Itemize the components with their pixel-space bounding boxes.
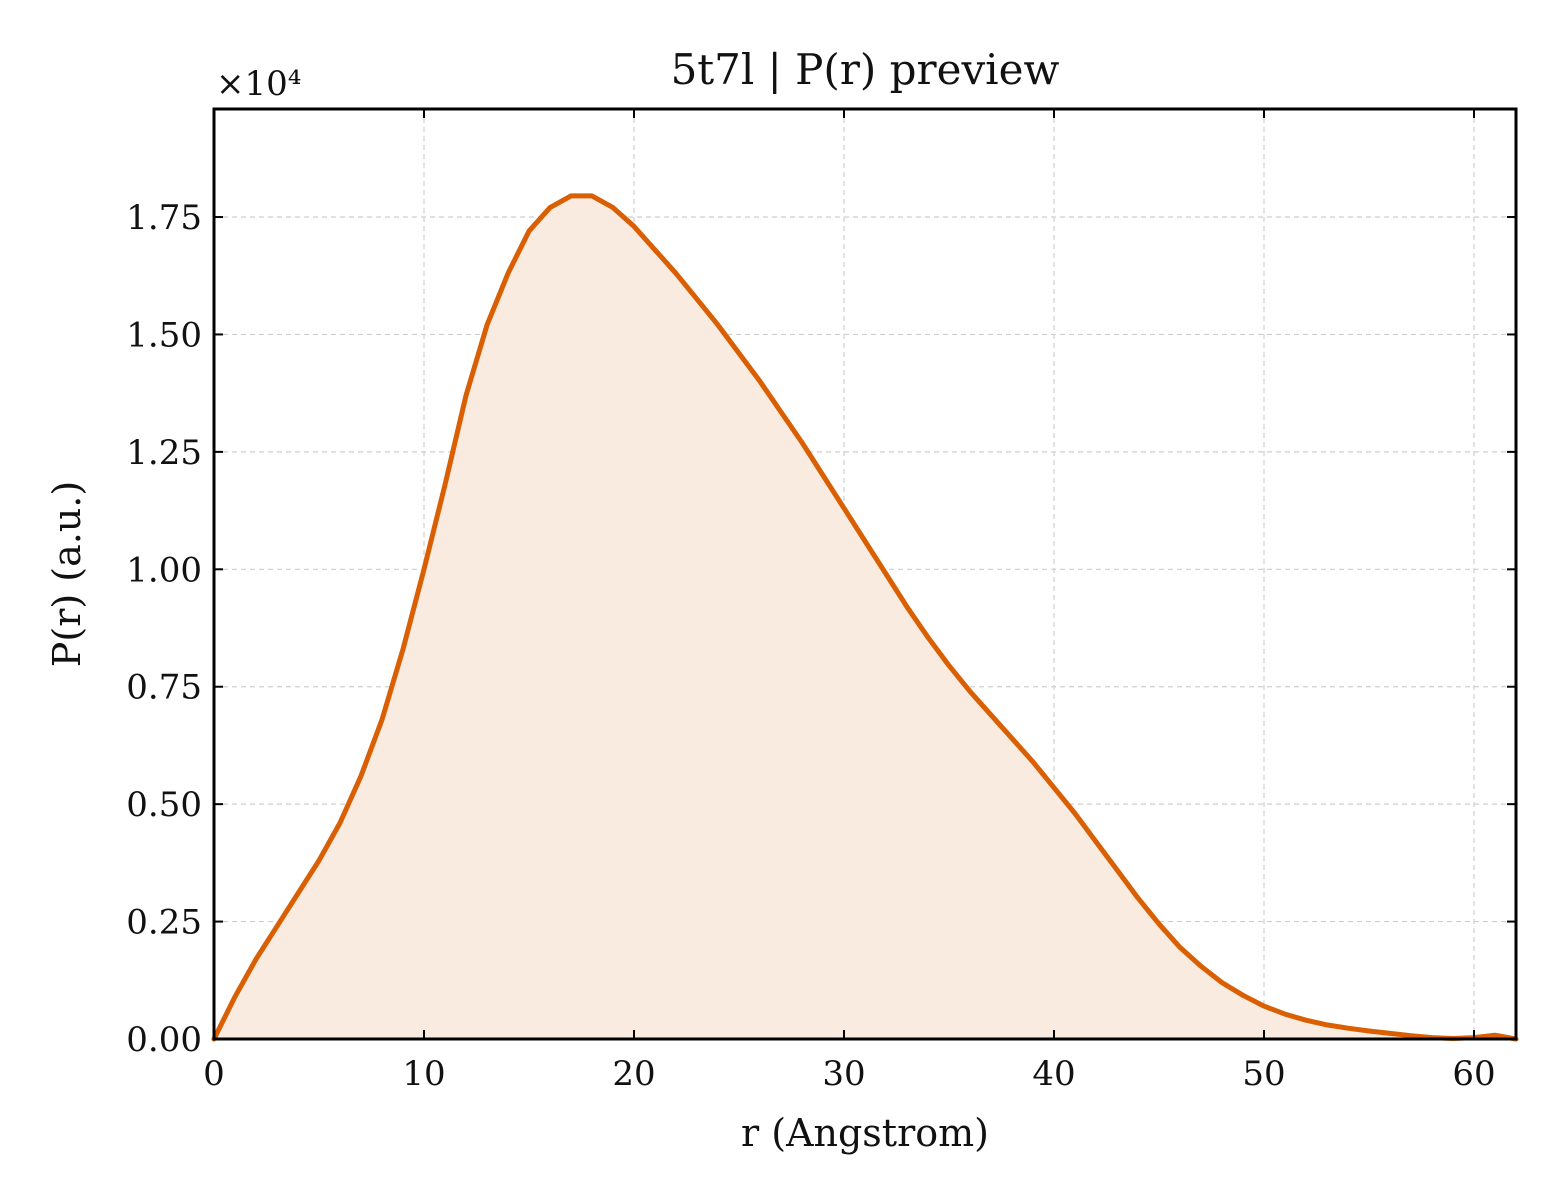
plot-frame <box>212 107 1518 1041</box>
x-tick-label: 20 <box>612 1054 655 1094</box>
y-tick-label: 1.00 <box>126 550 202 590</box>
x-tick-label: 30 <box>822 1054 865 1094</box>
chart-title: 5t7l | P(r) preview <box>671 45 1060 94</box>
x-axis-label: r (Angstrom) <box>741 1111 989 1155</box>
y-tick-label: 1.25 <box>126 433 202 473</box>
area-fill <box>214 195 1516 1039</box>
x-axis: 0 10 20 30 40 50 60 <box>203 109 1496 1094</box>
y-tick-label: 1.50 <box>126 315 202 355</box>
x-tick-label: 60 <box>1452 1054 1495 1094</box>
x-tick-label: 40 <box>1032 1054 1075 1094</box>
x-tick-label: 10 <box>402 1054 445 1094</box>
x-tick-label: 50 <box>1242 1054 1285 1094</box>
y-tick-label: 0.50 <box>126 785 202 825</box>
y-axis: 0.00 0.25 0.50 0.75 1.00 1.25 1.50 1.75 <box>126 198 1516 1060</box>
y-tick-label: 1.75 <box>126 198 202 238</box>
series-line <box>211 193 1519 1042</box>
y-multiplier-label: ×10⁴ <box>216 64 301 104</box>
y-axis-label: P(r) (a.u.) <box>45 481 89 667</box>
y-tick-label: 0.75 <box>126 668 202 708</box>
x-tick-label: 0 <box>203 1054 225 1094</box>
y-tick-label: 0.00 <box>126 1020 202 1060</box>
y-tick-label: 0.25 <box>126 903 202 943</box>
